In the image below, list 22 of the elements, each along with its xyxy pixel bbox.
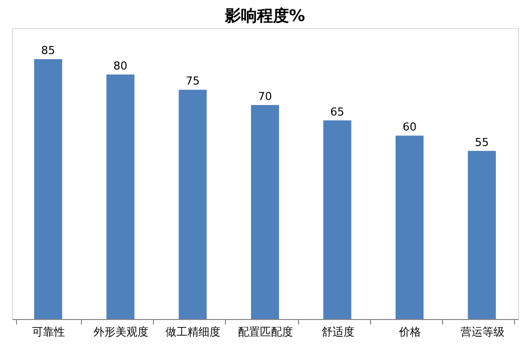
- data-label: 65: [330, 105, 344, 118]
- x-tick-label: 舒适度: [321, 326, 354, 338]
- x-tick-label: 可靠性: [32, 326, 66, 338]
- data-label: 70: [258, 90, 272, 104]
- x-tick-label: 价格: [398, 326, 422, 338]
- x-tick-label: 外形美观度: [93, 326, 148, 338]
- bar: [106, 74, 134, 319]
- x-tick-label: 配置匹配度: [238, 326, 293, 338]
- data-label: 55: [474, 136, 489, 149]
- data-label: 75: [186, 74, 200, 88]
- bar: [468, 150, 496, 319]
- bar: [396, 136, 424, 319]
- chart-title: 影响程度%: [224, 6, 306, 25]
- bar: [178, 90, 207, 319]
- data-label: 85: [41, 44, 56, 58]
- bar: [34, 59, 62, 319]
- data-label: 80: [113, 59, 128, 72]
- bar: [251, 105, 279, 319]
- x-tick-label: 营运等级: [460, 326, 504, 338]
- data-label: 60: [402, 120, 417, 134]
- x-tick-label: 做工精细度: [166, 326, 221, 338]
- bar: [323, 120, 352, 319]
